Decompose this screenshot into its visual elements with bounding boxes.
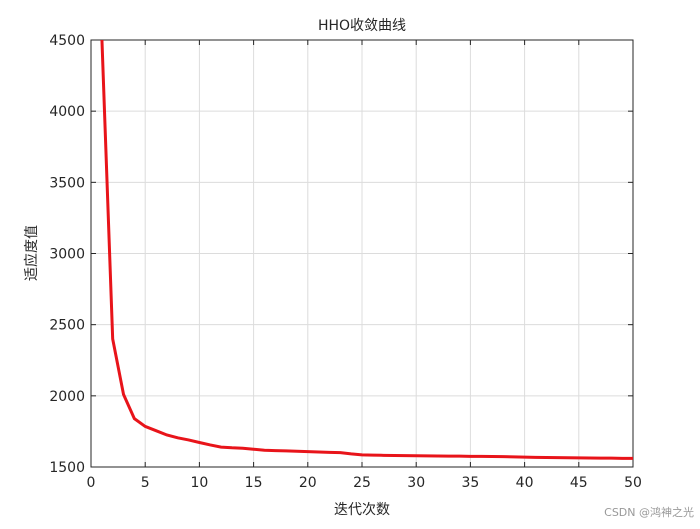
- x-tick-label: 30: [407, 475, 425, 491]
- x-tick-label: 5: [141, 475, 150, 491]
- x-tick-label: 35: [461, 475, 479, 491]
- y-tick-label: 3500: [49, 175, 85, 191]
- chart-title: HHO收敛曲线: [318, 18, 406, 34]
- y-tick-label: 4000: [49, 104, 85, 120]
- y-tick-label: 2500: [49, 318, 85, 334]
- x-tick-label: 25: [353, 475, 371, 491]
- data-line: [100, 40, 633, 460]
- y-tick-label: 2000: [49, 389, 85, 405]
- y-tick-label: 3000: [49, 247, 85, 263]
- y-tick-label: 4500: [49, 33, 85, 49]
- x-tick-label: 20: [299, 475, 317, 491]
- axes-box: [90, 39, 634, 468]
- x-tick-label: 0: [87, 475, 96, 491]
- x-tick-label: 50: [624, 475, 642, 491]
- x-axis-label: 迭代次数: [334, 502, 390, 518]
- x-tick-label: 10: [190, 475, 208, 491]
- x-tick-label: 40: [516, 475, 534, 491]
- x-tick-label: 15: [245, 475, 263, 491]
- x-tick-label: 45: [570, 475, 588, 491]
- watermark: CSDN @鸿神之光: [604, 505, 694, 519]
- y-tick-label: 1500: [49, 460, 85, 476]
- y-axis-label: 适应度值: [23, 225, 40, 281]
